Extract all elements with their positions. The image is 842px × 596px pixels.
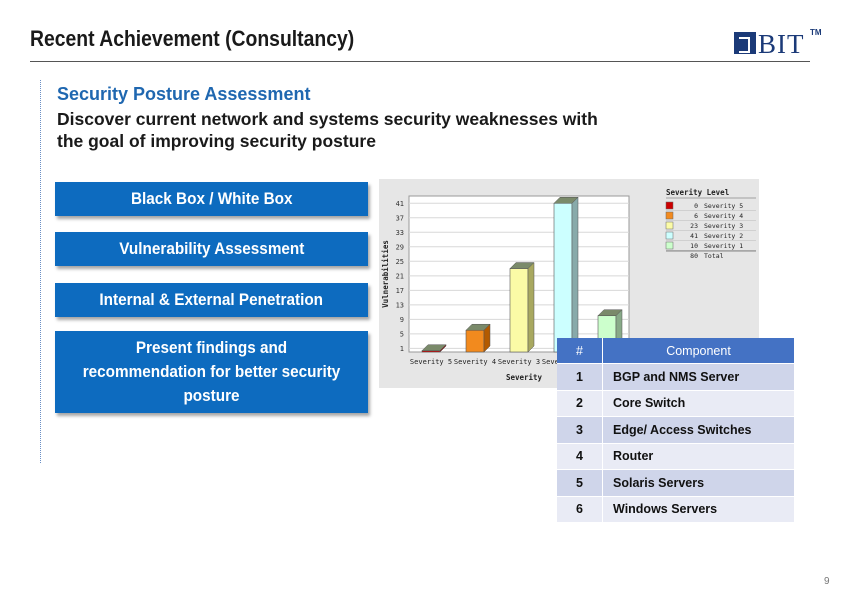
legend-label: Severity 3 [704,222,743,230]
row-component: BGP and NMS Server [602,363,794,390]
table-row: 3 Edge/ Access Switches [557,416,794,443]
y-tick-label: 13 [396,301,404,309]
bar-side [527,261,535,353]
button-label: Internal & External Penetration [99,290,324,309]
x-axis-label: Severity [506,373,543,382]
vertical-dotted-divider [40,80,41,463]
section-description: Discover current network and systems sec… [57,109,598,151]
legend-swatch [665,241,674,250]
row-number: 3 [557,416,603,443]
row-component: Solaris Servers [602,469,794,496]
y-tick-label: 33 [396,229,404,237]
legend-total-count: 80 [690,252,698,260]
y-tick-label: 41 [396,200,404,208]
y-tick-label: 21 [396,272,404,280]
table-row: 2 Core Switch [557,389,794,417]
column-header-component: Component [602,338,794,364]
logo-mark-icon [734,32,756,54]
page-number: 9 [824,576,830,587]
title-divider [30,61,810,62]
x-tick-label: Severity 3 [498,358,540,366]
button-label: Vulnerability Assessment [118,239,305,258]
page-title: Recent Achievement (Consultancy) [30,26,355,51]
legend-swatch [665,221,674,230]
table-row: 5 Solaris Servers [557,469,794,496]
legend-label: Severity 5 [704,202,743,210]
bar [509,268,529,353]
legend-count: 23 [690,222,698,230]
y-tick-label: 17 [396,287,404,295]
bar [465,329,485,353]
table-row: 1 BGP and NMS Server [557,363,794,390]
legend-total-label: Total [704,252,724,260]
row-component: Core Switch [602,389,794,417]
y-axis-label: Vulnerabilities [381,240,390,308]
y-tick-label: 5 [400,330,404,338]
legend-swatch [665,231,674,240]
y-tick-label: 29 [396,243,404,251]
button-label: Black Box / White Box [130,189,293,208]
vulnerability-chart: 1 5 9 13 17 21 25 29 33 37 41 Vulnerabilities Severi… [379,179,759,388]
legend-label: Severity 2 [704,232,743,240]
present-findings-button[interactable]: Present findings and recommendation for … [55,331,368,413]
bar [553,202,573,353]
table-row: 6 Windows Servers [557,495,794,522]
legend-count: 41 [690,232,698,240]
legend-title: Severity Level [666,188,729,197]
section-subtitle: Security Posture Assessment [57,84,311,104]
logo-trademark: TM [810,28,822,37]
bar-side [483,323,491,353]
legend-count: 10 [690,242,698,250]
row-number: 1 [557,363,603,390]
legend-label: Severity 4 [704,212,743,220]
bar-side [571,196,579,353]
bit-logo: BIT TM [734,28,824,60]
legend-count: 0 [694,202,698,210]
legend-label: Severity 1 [704,242,743,250]
bar-side [439,344,447,353]
component-table: # Component 1 BGP and NMS Server 2 Core Sw… [557,338,794,522]
table-row: 4 Router [557,442,794,470]
y-tick-label: 9 [400,316,404,324]
x-tick-label: Severity 4 [454,358,496,366]
table-header-row: # Component [557,338,794,364]
vulnerability-chart-svg: 1 5 9 13 17 21 25 29 33 37 41 Vulnerabilities Severi… [381,188,756,382]
row-number: 4 [557,442,603,470]
y-tick-label: 37 [396,214,404,222]
row-component: Router [602,442,794,470]
logo-text: BIT [758,29,805,59]
legend-swatch [665,201,674,210]
column-header-number: # [557,338,603,364]
y-tick-label: 1 [400,345,404,353]
y-tick-label: 25 [396,258,404,266]
vulnerability-assessment-button[interactable]: Vulnerability Assessment [55,232,368,266]
row-number: 6 [557,495,603,522]
row-component: Edge/ Access Switches [602,416,794,443]
button-label: Present findings and recommendation for … [82,338,341,405]
row-number: 2 [557,389,603,417]
row-component: Windows Servers [602,495,794,522]
black-box-white-box-button[interactable]: Black Box / White Box [55,182,368,216]
row-number: 5 [557,469,603,496]
internal-external-penetration-button[interactable]: Internal & External Penetration [55,283,368,317]
legend-count: 6 [694,212,698,220]
legend-swatch [665,211,674,220]
x-tick-label: Severity 5 [410,358,452,366]
